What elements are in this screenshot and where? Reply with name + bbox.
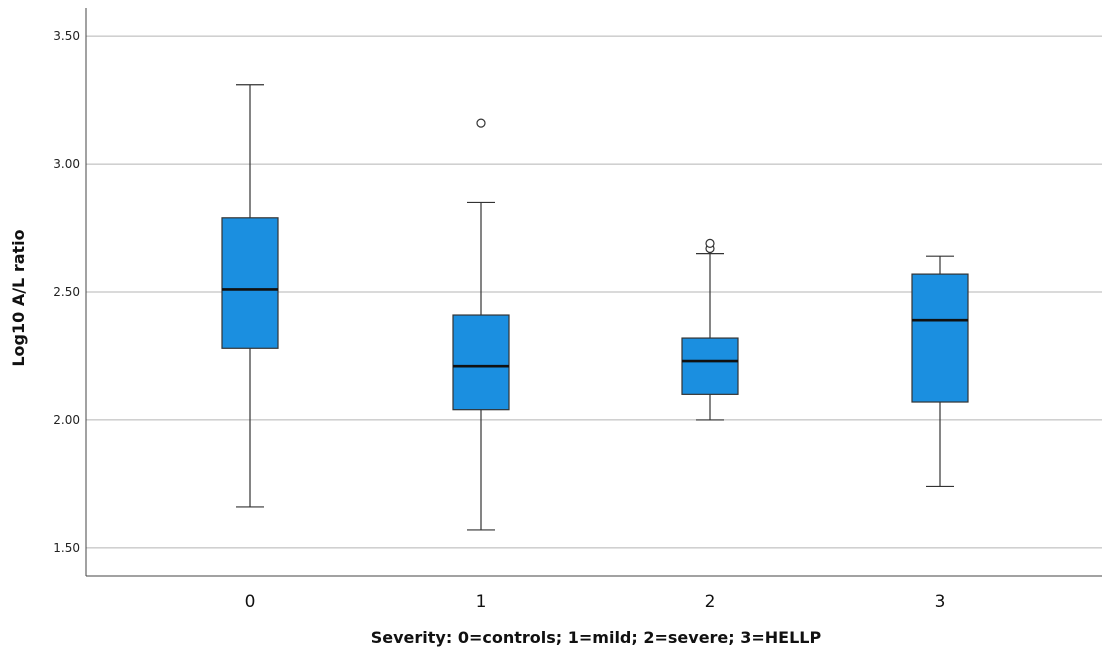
x-tick-label: 0: [245, 592, 256, 612]
y-tick-label: 2.00: [53, 413, 80, 427]
box-group-0: [221, 84, 279, 508]
x-axis-title: Severity: 0=controls; 1=mild; 2=severe; …: [371, 628, 822, 647]
iqr-box: [221, 217, 279, 349]
x-tick-label: 2: [705, 592, 716, 612]
y-axis-title: Log10 A/L ratio: [9, 229, 28, 366]
y-tick-label: 2.50: [53, 285, 80, 299]
box-group-2: [681, 238, 739, 421]
box-group-3: [911, 255, 969, 488]
boxes: [221, 84, 969, 531]
iqr-box: [681, 337, 739, 395]
x-tick-label: 3: [935, 592, 946, 612]
box-group-1: [452, 118, 510, 531]
x-tick-label: 1: [476, 592, 487, 612]
iqr-box: [911, 273, 969, 403]
y-tick-label: 3.50: [53, 29, 80, 43]
y-tick-label: 1.50: [53, 541, 80, 555]
y-tick-label: 3.00: [53, 157, 80, 171]
iqr-box: [452, 314, 510, 411]
axes: [85, 8, 1102, 577]
outlier-point: [705, 238, 715, 248]
tick-labels: 1.50 2.00 2.50 3.00 3.50 0 1 2 3: [53, 29, 945, 612]
outlier-point: [476, 118, 486, 128]
